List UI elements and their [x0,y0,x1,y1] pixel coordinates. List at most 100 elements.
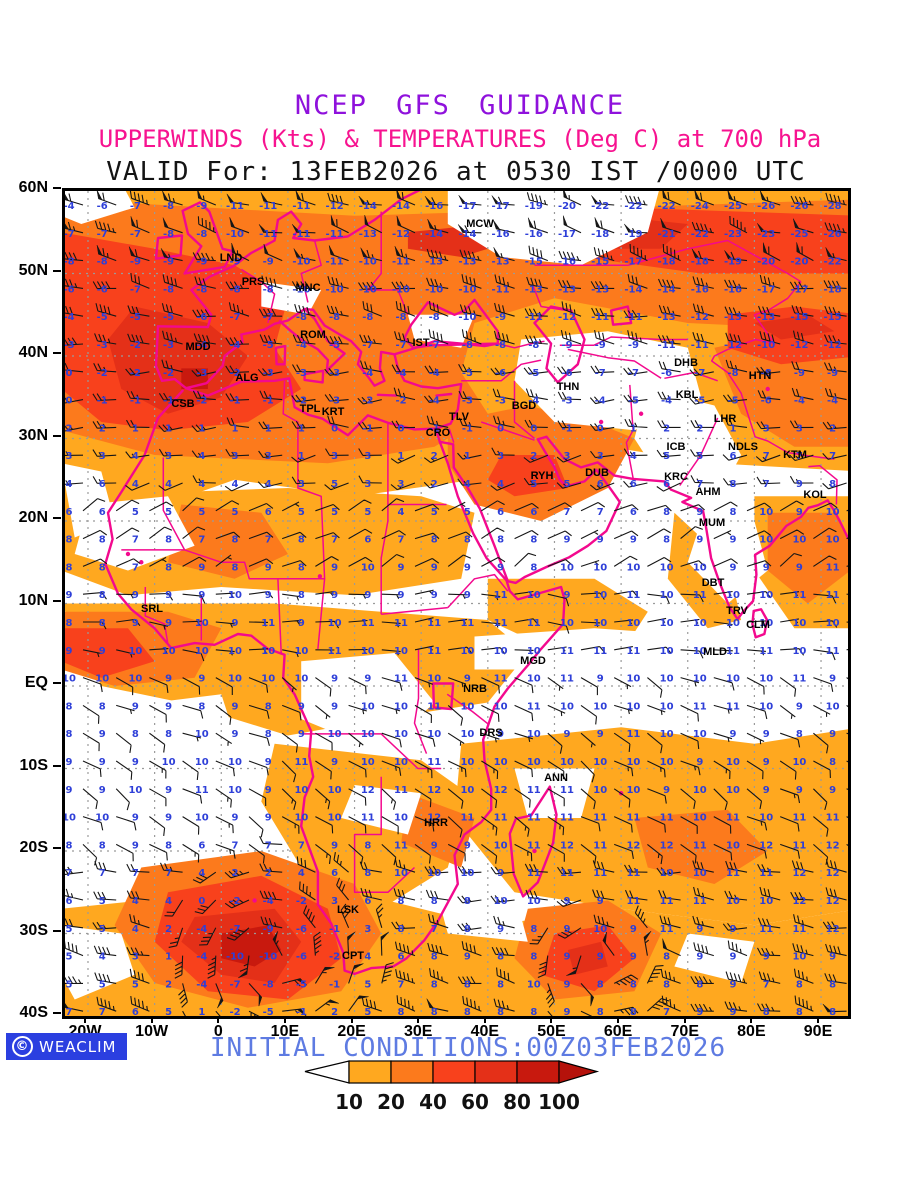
temp-value: 9 [331,590,338,601]
temp-value: 11 [527,840,541,851]
temp-value: 9 [763,952,770,963]
temp-value: -6 [97,284,108,295]
temp-value: -17 [558,229,576,240]
temp-value: -3 [97,340,108,351]
temp-value: -8 [329,312,340,323]
temp-value: -18 [658,257,676,268]
temp-value: 8 [132,729,139,740]
temp-value: -1 [163,396,174,407]
temp-value: -8 [65,257,75,268]
lat-tick-label: 20N [18,509,48,526]
temp-value: 10 [759,618,773,629]
temp-value: -4 [296,340,307,351]
temp-value: -9 [263,257,274,268]
temp-value: 6 [198,840,205,851]
temp-value: 6 [497,507,504,518]
temp-value: 10 [726,674,740,685]
temp-value: 1 [298,451,305,462]
temp-value: -4 [196,340,207,351]
temp-value: 10 [593,701,607,712]
temp-value: 1 [730,423,737,434]
temp-value: 8 [829,979,836,990]
temp-value: 2 [232,868,239,879]
temp-value: 10 [195,757,209,768]
temp-value: -5 [628,396,639,407]
temp-value: 8 [66,729,73,740]
lon-tick-label: 0 [213,1023,223,1040]
temp-value: -3 [462,396,473,407]
wind-speed-colorbar [304,1060,600,1084]
temp-value: 7 [796,451,803,462]
temp-value: 3 [364,924,371,935]
temp-value: 9 [198,674,205,685]
temp-value: -14 [425,229,443,240]
temp-value: 10 [228,757,242,768]
temp-value: -3 [296,368,307,379]
temp-value: -2 [229,896,240,907]
temp-value: -10 [226,952,244,963]
temp-value: -10 [326,284,344,295]
temp-value: 10 [394,868,408,879]
temp-value: 8 [431,1007,438,1016]
temp-value: 8 [829,479,836,490]
temp-value: 10 [660,757,674,768]
temp-value: 8 [464,535,471,546]
temp-value: 9 [331,674,338,685]
temp-value: 10 [726,618,740,629]
temp-value: 10 [427,868,441,879]
city-label-cro: CRO [426,427,451,439]
temp-value: 11 [527,868,541,879]
temp-value: -12 [724,340,742,351]
temp-value: 10 [726,840,740,851]
temp-value: -8 [196,284,207,295]
temp-value: 10 [593,924,607,935]
lat-tick-label: 40N [18,344,48,361]
temp-value: -23 [724,229,742,240]
temp-value: 4 [132,479,139,490]
temp-value: -11 [392,257,410,268]
temp-value: -7 [362,340,373,351]
temp-value: 10 [427,674,441,685]
temp-value: -5 [462,368,473,379]
temp-value: 7 [165,868,172,879]
temp-value: 10 [792,618,806,629]
temp-value: 8 [530,952,537,963]
temp-value: -18 [824,284,842,295]
temp-value: -2 [229,368,240,379]
temp-value: 9 [66,590,73,601]
temp-value: 8 [99,701,106,712]
temp-value: 8 [298,562,305,573]
temp-value: 9 [464,590,471,601]
city-label-csb: CSB [171,398,194,410]
temp-value: 0 [530,423,537,434]
temp-value: 8 [530,535,537,546]
temp-value: -2 [296,896,307,907]
temp-value: 5 [364,1007,371,1016]
temp-value: -7 [628,368,639,379]
temp-value: -13 [525,284,543,295]
temp-value: 11 [560,674,574,685]
lat-tick-mark [53,929,61,932]
lon-tick-label: 80E [737,1023,766,1040]
temp-value: 8 [99,535,106,546]
temp-value: 9 [597,729,604,740]
temp-value: 8 [497,979,504,990]
logo-text: WEACLIM [39,1037,117,1056]
temp-value: -22 [591,201,609,212]
colorbar-label: 20 [377,1090,405,1114]
temp-value: 7 [99,1007,106,1016]
temp-value: -1 [429,423,440,434]
temp-value: 11 [527,785,541,796]
temp-value: 10 [726,785,740,796]
temp-value: 10 [660,646,674,657]
temp-value: 10 [494,757,508,768]
coastlines-borders [104,191,848,976]
temp-value: -9 [196,257,207,268]
city-label-mld: MLD [703,646,727,658]
temp-value: -4 [794,396,805,407]
city-label-bgd: BGD [512,400,537,412]
temp-value: 10 [759,535,773,546]
lat-tick-mark [53,352,61,354]
temp-value: 8 [99,590,106,601]
temp-value: 9 [165,590,172,601]
